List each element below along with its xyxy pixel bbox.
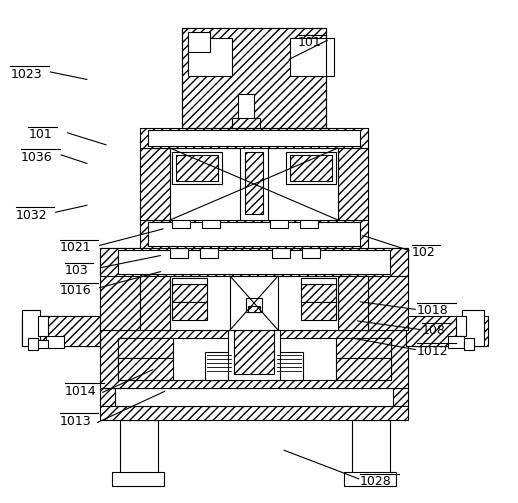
Bar — [22, 310, 40, 346]
Bar — [148, 222, 360, 246]
Bar — [36, 340, 48, 348]
Bar — [302, 248, 320, 258]
Bar — [172, 302, 207, 320]
Bar — [170, 148, 338, 220]
Bar — [290, 155, 332, 181]
Bar — [120, 420, 158, 475]
Bar — [118, 358, 173, 380]
Bar — [200, 248, 218, 258]
Bar — [301, 284, 336, 302]
Bar — [140, 276, 170, 330]
Text: 1021: 1021 — [60, 241, 91, 255]
Bar — [182, 28, 326, 128]
Bar — [205, 352, 233, 380]
Text: 1018: 1018 — [417, 304, 449, 317]
Bar — [238, 94, 254, 128]
Bar — [118, 250, 390, 274]
Bar — [112, 472, 164, 486]
Bar — [344, 472, 396, 486]
Bar — [338, 148, 368, 220]
Bar — [245, 152, 263, 214]
Bar — [22, 316, 100, 346]
Bar — [118, 338, 173, 358]
Bar — [46, 336, 64, 348]
Text: 1023: 1023 — [10, 68, 42, 81]
Bar — [248, 306, 260, 312]
Bar — [100, 406, 408, 420]
Bar — [406, 316, 488, 346]
Bar — [115, 388, 393, 406]
Bar — [246, 298, 262, 312]
Bar — [275, 352, 303, 380]
Text: 1028: 1028 — [360, 475, 392, 488]
Text: 108: 108 — [422, 324, 446, 338]
Bar — [290, 38, 334, 76]
Bar — [456, 316, 466, 336]
Bar — [170, 276, 338, 330]
Bar — [368, 248, 408, 330]
Bar — [140, 128, 368, 148]
Bar — [172, 152, 222, 184]
Text: 1036: 1036 — [21, 151, 52, 164]
Text: 102: 102 — [412, 246, 436, 260]
Bar — [100, 248, 408, 276]
Bar — [118, 338, 391, 380]
Bar — [301, 278, 336, 284]
Text: 1032: 1032 — [16, 209, 47, 222]
Bar — [234, 324, 274, 374]
Bar — [286, 152, 336, 184]
Text: 103: 103 — [65, 264, 89, 277]
Bar — [301, 302, 336, 320]
Bar — [100, 330, 408, 388]
Bar — [228, 318, 280, 380]
Bar — [188, 38, 232, 76]
Bar — [300, 218, 318, 228]
Bar — [188, 32, 210, 52]
Bar — [140, 220, 368, 248]
Bar — [170, 248, 188, 258]
Text: 1014: 1014 — [65, 385, 96, 398]
Bar — [202, 218, 220, 228]
Text: 1016: 1016 — [60, 284, 91, 297]
Bar — [172, 218, 190, 228]
Bar — [336, 358, 391, 380]
Text: 101: 101 — [298, 36, 322, 49]
Text: 1013: 1013 — [60, 415, 91, 428]
Bar — [172, 278, 207, 284]
Bar — [272, 248, 290, 258]
Bar — [462, 310, 484, 346]
Bar — [100, 248, 140, 330]
Bar — [148, 130, 360, 146]
Bar — [270, 218, 288, 228]
Bar — [448, 336, 464, 348]
Bar — [28, 338, 38, 350]
Bar — [38, 316, 48, 336]
Bar — [338, 276, 368, 330]
Bar — [352, 420, 390, 475]
Bar — [182, 28, 326, 128]
Bar — [140, 148, 170, 220]
Text: 1012: 1012 — [417, 345, 449, 358]
Text: 101: 101 — [28, 128, 52, 141]
Bar — [464, 338, 474, 350]
Bar — [172, 284, 207, 302]
Bar — [240, 148, 268, 220]
Bar — [100, 388, 408, 406]
Bar — [22, 316, 100, 346]
Bar — [176, 155, 218, 181]
Bar — [232, 118, 260, 128]
Bar — [336, 338, 391, 358]
Bar — [230, 276, 278, 330]
